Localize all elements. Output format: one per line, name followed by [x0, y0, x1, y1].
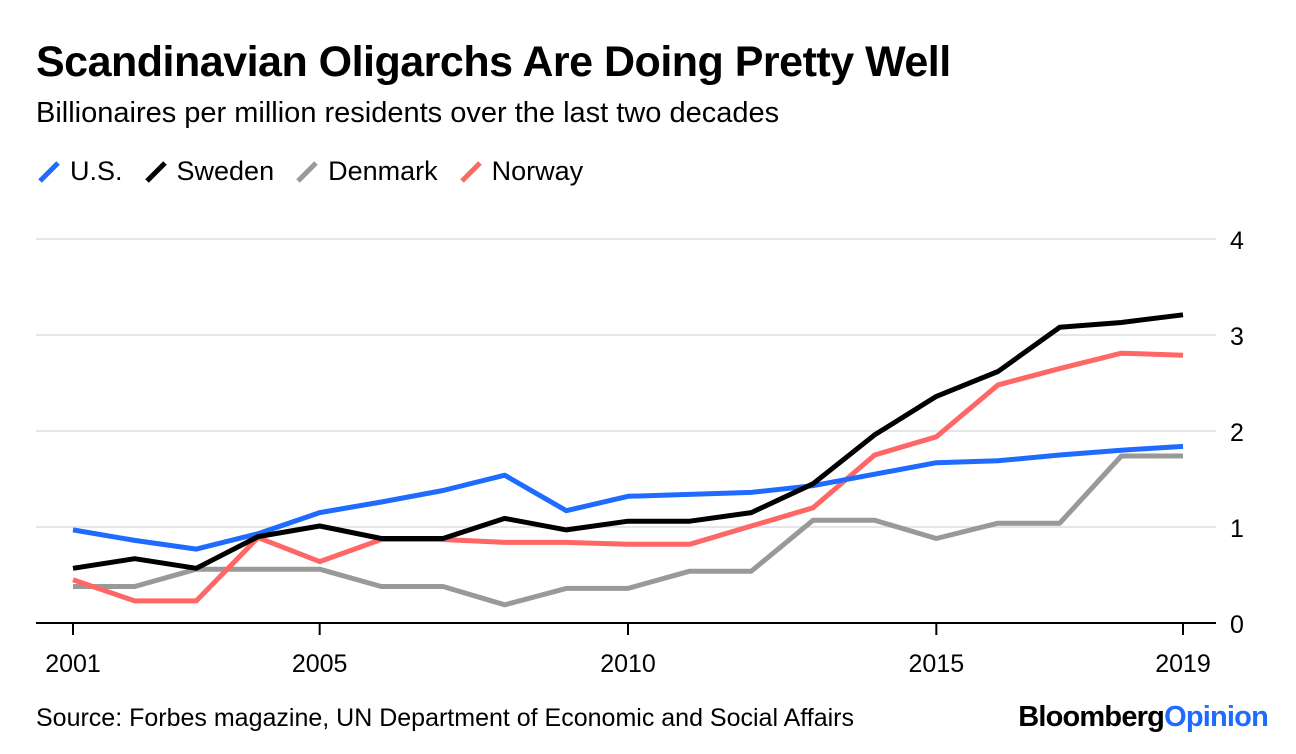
- chart-title: Scandinavian Oligarchs Are Doing Pretty …: [36, 38, 951, 86]
- series-line-norway: [72, 350, 1184, 604]
- legend-swatch-denmark: [296, 160, 318, 183]
- y-tick-label: 1: [1230, 515, 1244, 543]
- brand-logo-part1: Bloomberg: [1018, 701, 1165, 733]
- series-line-sweden: [72, 312, 1184, 571]
- x-tick-label: 2010: [600, 650, 656, 678]
- y-tick-label: 4: [1230, 227, 1244, 255]
- legend: U.S. Sweden Denmark Norway: [36, 156, 603, 187]
- legend-swatch-norway: [459, 160, 482, 183]
- x-tick-label: 2001: [45, 650, 101, 678]
- legend-swatch-sweden: [144, 160, 167, 183]
- x-tick-label: 2019: [1155, 650, 1211, 678]
- legend-swatch-us: [38, 160, 60, 183]
- source-note: Source: Forbes magazine, UN Department o…: [36, 704, 854, 732]
- y-tick-label: 2: [1230, 419, 1244, 447]
- chart-subtitle: Billionaires per million residents over …: [36, 97, 780, 129]
- brand-logo: BloombergOpinion: [1018, 701, 1269, 734]
- x-tick-label: 2015: [909, 650, 965, 678]
- legend-item-denmark: Denmark: [294, 156, 438, 187]
- series-line-denmark: [73, 453, 1183, 608]
- legend-item-norway: Norway: [458, 156, 584, 187]
- legend-item-us: U.S.: [36, 156, 123, 187]
- legend-label-us: U.S.: [70, 156, 123, 186]
- legend-label-norway: Norway: [491, 156, 584, 186]
- brand-logo-part2: Opinion: [1164, 701, 1269, 733]
- y-tick-label: 0: [1230, 611, 1244, 639]
- legend-item-sweden: Sweden: [143, 156, 275, 187]
- series-line-us: [72, 443, 1184, 552]
- legend-label-denmark: Denmark: [328, 156, 438, 186]
- y-tick-label: 3: [1230, 323, 1244, 351]
- x-tick-label: 2005: [292, 650, 348, 678]
- legend-label-sweden: Sweden: [176, 156, 275, 186]
